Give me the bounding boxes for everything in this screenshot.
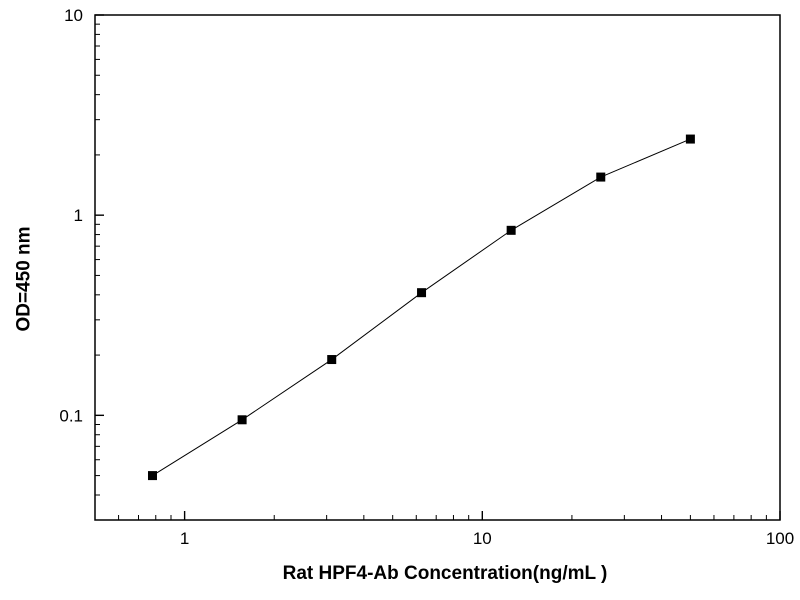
y-tick-label: 0.1 [59, 406, 83, 425]
x-tick-label: 100 [766, 529, 794, 548]
plot-frame [94, 14, 781, 521]
data-point-marker [327, 355, 337, 365]
data-point-marker [237, 415, 247, 425]
y-tick-label: 10 [64, 6, 83, 25]
data-point-marker [685, 134, 695, 144]
data-point-marker [506, 225, 516, 235]
y-axis-title: OD=450 nm [13, 226, 35, 332]
series-line [152, 138, 691, 477]
data-point-marker [147, 471, 157, 481]
data-point-marker [596, 172, 606, 182]
x-tick-label: 10 [473, 529, 492, 548]
x-axis-title: Rat HPF4-Ab Concentration(ng/mL ) [282, 563, 608, 584]
y-tick-label: 1 [74, 206, 83, 225]
x-tick-label: 1 [180, 529, 189, 548]
data-point-marker [417, 288, 427, 298]
